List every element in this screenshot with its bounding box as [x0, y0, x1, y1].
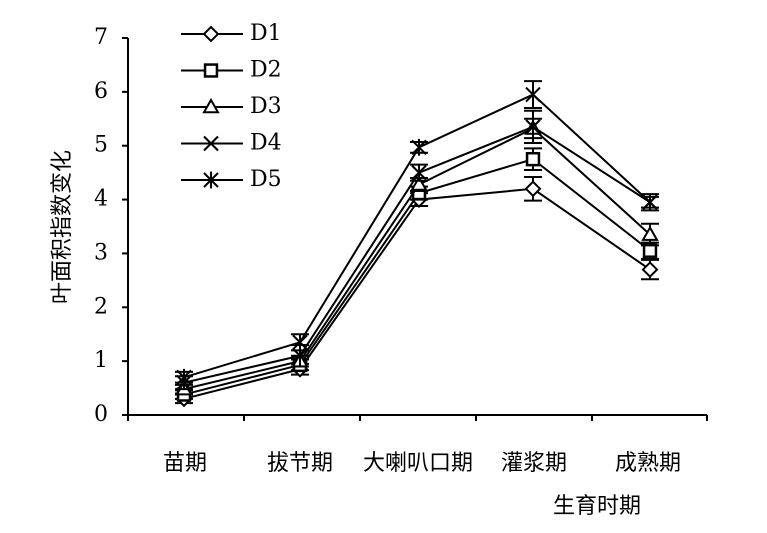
data-point-diamond	[524, 180, 542, 198]
legend-label: D5	[250, 167, 282, 192]
data-point-asterisk	[176, 368, 192, 386]
data-point-asterisk	[292, 333, 308, 351]
y-ticks: 0 1 2 3 4 5 6 7	[94, 25, 128, 427]
y-tick-label: 2	[94, 294, 108, 319]
legend-item-d3: D3	[181, 94, 282, 119]
y-tick-label: 3	[94, 240, 108, 265]
y-axis-title: 叶面积指数变化	[50, 150, 75, 304]
data-point-x	[411, 164, 427, 181]
data-point-x	[203, 135, 219, 152]
data-point-square	[642, 243, 658, 258]
y-tick-label: 7	[94, 25, 108, 50]
x-tick-label: 拔节期	[267, 451, 333, 476]
data-point-asterisk	[203, 171, 219, 189]
x-tick-label: 灌浆期	[501, 451, 567, 476]
data-point-square	[203, 63, 219, 78]
data-point-x-stroke	[525, 119, 541, 135]
x-axis-title: 生育时期	[553, 494, 641, 519]
y-tick-label: 4	[94, 187, 108, 212]
legend-label: D2	[250, 58, 282, 83]
data-point-x	[525, 119, 541, 135]
y-tick-label: 5	[94, 133, 108, 158]
data-point-triangle	[202, 97, 220, 114]
series-layer	[175, 80, 659, 408]
y-tick-label: 6	[94, 79, 108, 104]
legend-item-d4: D4	[181, 131, 282, 156]
data-point-triangle	[641, 225, 659, 241]
data-point-asterisk	[642, 193, 658, 211]
data-point-diamond	[202, 25, 220, 43]
series-d1	[175, 175, 659, 408]
data-point-x-stroke	[411, 164, 427, 181]
data-point-triangle	[410, 175, 428, 191]
data-point-diamond	[641, 261, 659, 278]
x-tick-label: 成熟期	[615, 451, 681, 476]
y-tick-label: 1	[94, 348, 108, 373]
x-ticks: 苗期 拔节期 大喇叭口期 灌浆期 成熟期	[127, 415, 708, 476]
data-point-asterisk	[525, 86, 541, 103]
y-tick-label: 0	[94, 402, 108, 427]
x-tick-label: 苗期	[163, 451, 207, 476]
series-d5	[175, 80, 659, 386]
data-point-asterisk	[411, 138, 427, 156]
legend-item-d2: D2	[181, 58, 282, 83]
legend: D1 D2 D3 D4 D5	[181, 21, 282, 192]
axes	[127, 38, 707, 416]
x-tick-label: 大喇叭口期	[363, 451, 473, 476]
legend-label: D1	[250, 21, 282, 46]
legend-label: D4	[250, 131, 282, 156]
data-point-x-stroke	[203, 135, 219, 152]
legend-label: D3	[250, 94, 282, 119]
data-point-square	[525, 151, 541, 167]
legend-item-d5: D5	[181, 167, 282, 192]
legend-item-d1: D1	[181, 21, 282, 46]
